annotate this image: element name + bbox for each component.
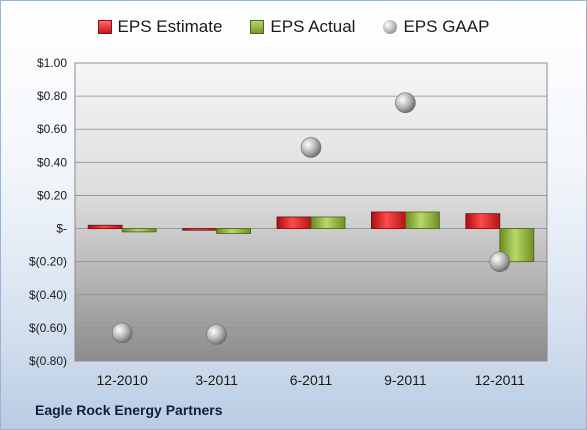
y-tick-label: $(0.20): [29, 255, 67, 269]
y-tick-label: $0.80: [37, 89, 67, 103]
eps-estimate-swatch-icon: [97, 20, 112, 34]
x-tick-label: 3-2011: [195, 372, 238, 388]
bar-eps-actual: [310, 216, 346, 229]
bar-eps-estimate: [87, 224, 123, 229]
legend-label-eps-estimate: EPS Estimate: [117, 17, 223, 36]
plot-area: [74, 62, 548, 362]
x-tick-label: 12-2011: [475, 372, 526, 388]
marker-eps-gaap: [206, 324, 227, 345]
bar-eps-actual: [404, 211, 440, 229]
chart-plot: $1.00 $0.80 $0.60 $0.40 $0.20 $- $(0.20) $(0.40…: [29, 56, 548, 388]
bar-eps-estimate: [465, 213, 501, 229]
legend-item-eps-gaap: EPS GAAP: [383, 17, 489, 37]
x-tick-label: 9-2011: [384, 372, 427, 388]
legend-item-eps-estimate: EPS Estimate: [97, 17, 223, 37]
y-tick-label: $-: [56, 222, 67, 236]
bars: [87, 211, 535, 263]
bar-eps-estimate: [276, 216, 312, 229]
marker-eps-gaap: [111, 322, 133, 344]
company-name: Eagle Rock Energy Partners: [35, 402, 223, 418]
y-tick-label: $(0.80): [29, 354, 67, 368]
y-tick-label: $0.40: [37, 155, 67, 169]
y-axis-ticks: $1.00 $0.80 $0.60 $0.40 $0.20 $- $(0.20) $(0.40…: [29, 56, 67, 368]
bar-eps-actual: [499, 228, 535, 263]
y-tick-label: $1.00: [37, 56, 67, 70]
y-tick-label: $(0.60): [29, 321, 67, 335]
y-tick-label: $0.60: [37, 122, 67, 136]
bar-eps-actual: [216, 228, 252, 234]
x-tick-label: 6-2011: [290, 372, 333, 388]
gaap-markers: [111, 92, 511, 345]
legend: EPS Estimate EPS Actual EPS GAAP: [1, 17, 586, 37]
marker-eps-gaap: [300, 137, 322, 158]
x-tick-label: 12-2010: [97, 372, 149, 388]
eps-gaap-marker-icon: [383, 20, 398, 34]
x-axis-ticks: 12-2010 3-2011 6-2011 9-2011 12-2011: [97, 372, 526, 388]
bar-eps-estimate: [370, 211, 406, 229]
legend-label-eps-gaap: EPS GAAP: [403, 17, 490, 36]
legend-label-eps-actual: EPS Actual: [270, 17, 356, 36]
y-tick-label: $(0.40): [29, 288, 67, 302]
marker-eps-gaap: [489, 251, 511, 272]
y-tick-label: $0.20: [37, 188, 67, 202]
bar-eps-estimate: [182, 228, 218, 231]
bar-eps-actual: [121, 228, 157, 233]
legend-item-eps-actual: EPS Actual: [250, 17, 355, 37]
eps-actual-swatch-icon: [250, 20, 265, 34]
marker-eps-gaap: [395, 92, 416, 114]
